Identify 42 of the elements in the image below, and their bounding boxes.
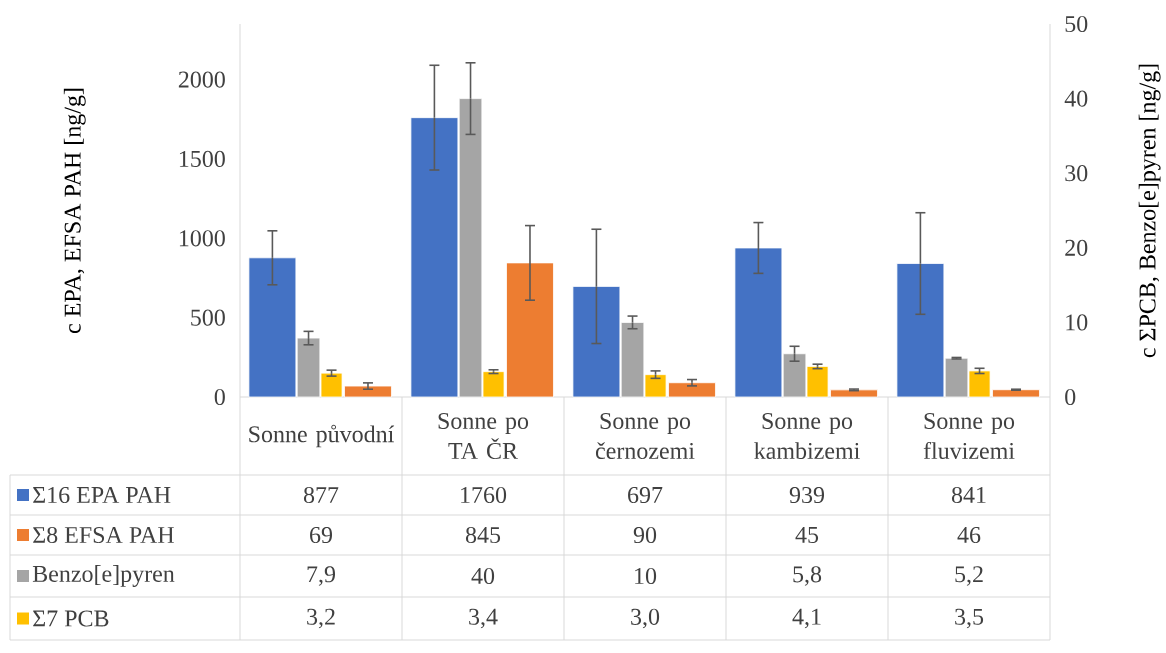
y2-tick-label: 30: [1065, 165, 1088, 182]
data-label: 939: [789, 486, 825, 504]
data-label: 697: [628, 486, 663, 504]
data-label: 10: [635, 567, 657, 585]
data-label: 7,9: [307, 566, 336, 586]
data-label: 845: [465, 526, 501, 544]
x-tick-label: Sonne po kambizemi: [754, 412, 860, 460]
data-label: 841: [951, 486, 986, 504]
y-tick-label: 2000: [178, 71, 225, 88]
y2-tick-label: 20: [1065, 239, 1088, 256]
y-tick-label: 500: [191, 309, 225, 326]
x-tick-label: Sonne po černozemi: [595, 412, 695, 460]
data-label: 3,4: [469, 608, 498, 629]
y2-axis-title: c ΣPCB, Benzo[e]pyren [ng/g]: [1138, 64, 1161, 358]
y-tick-label: 1500: [179, 150, 225, 168]
y2-tick-label: 50: [1065, 15, 1088, 33]
data-label: 3,0: [631, 608, 660, 629]
y2-tick-label: 0: [1065, 388, 1076, 406]
data-label: 877: [303, 486, 339, 504]
data-label: 4,1: [792, 608, 821, 629]
data-label: 5,8: [793, 566, 822, 586]
y2-tick-label: 40: [1064, 90, 1088, 107]
x-tick-label: Sonne po fluvizemi: [923, 412, 1015, 460]
legend-label: Σ8 EFSA PAH: [33, 526, 174, 544]
data-label: 69: [310, 526, 333, 544]
data-label: 45: [795, 526, 819, 544]
data-label: 46: [957, 526, 981, 544]
data-label: 40: [471, 567, 495, 585]
data-label: 90: [633, 526, 657, 544]
x-tick-label: Sonne původní: [249, 424, 395, 448]
data-label: 3,2: [307, 608, 335, 629]
legend-label: Benzo[e]pyren: [32, 565, 175, 587]
y-axis-title: c EPA, EFSA PAH [ng/g]: [63, 88, 86, 334]
data-label: 5,2: [955, 566, 983, 586]
x-tick-label: Sonne po TA ČR: [438, 412, 529, 460]
legend-label: Σ16 EPA PAH: [33, 486, 171, 504]
data-label: 1760: [461, 486, 507, 504]
data-label: 3,5: [955, 608, 984, 629]
y-tick-label: 1000: [179, 230, 225, 247]
y2-tick-label: 10: [1066, 314, 1088, 331]
legend-label: Σ7 PCB: [33, 610, 109, 627]
y-tick-label: 0: [214, 388, 225, 406]
